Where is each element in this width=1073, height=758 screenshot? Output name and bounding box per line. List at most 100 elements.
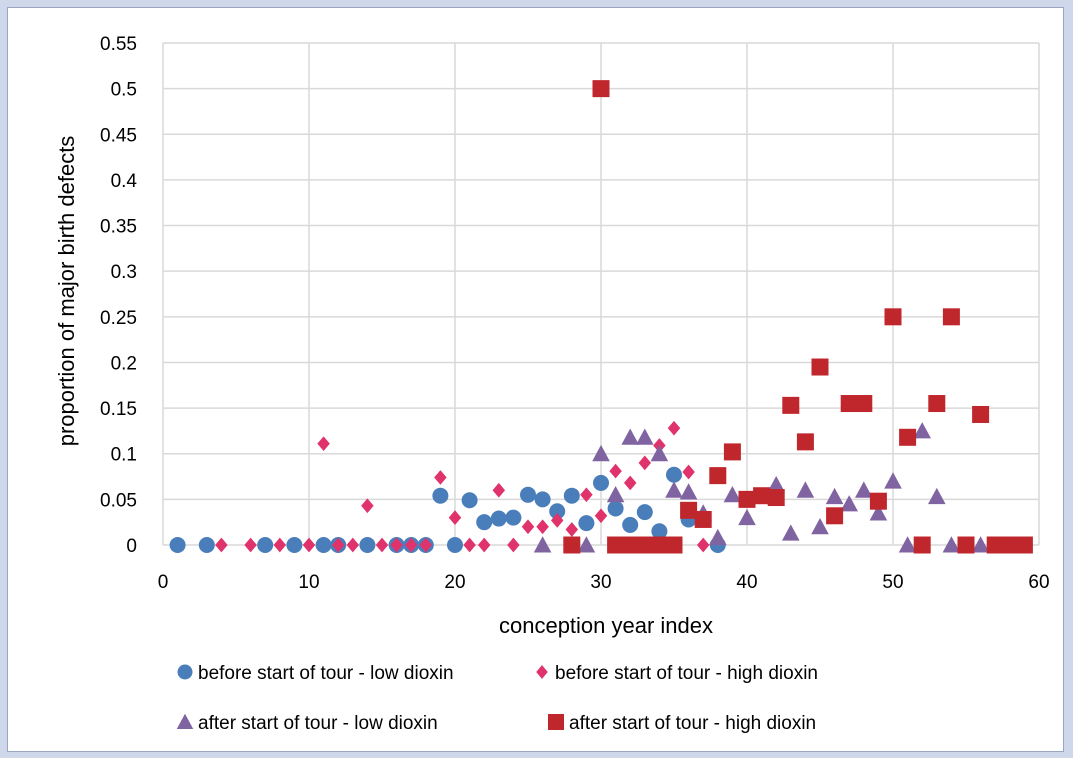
data-point-series-1 bbox=[476, 514, 493, 531]
data-point-series-4 bbox=[650, 536, 668, 554]
data-point-series-2 bbox=[273, 537, 287, 553]
data-point-series-3 bbox=[971, 536, 990, 553]
data-point-series-1 bbox=[666, 466, 682, 483]
data-point-series-2 bbox=[302, 537, 316, 553]
data-point-series-1 bbox=[286, 537, 303, 553]
x-tick-label: 0 bbox=[158, 572, 169, 593]
x-tick-label: 60 bbox=[1028, 572, 1049, 593]
y-tick-label: 0.5 bbox=[111, 80, 137, 101]
y-tick-label: 0.05 bbox=[100, 490, 137, 511]
data-point-series-2 bbox=[565, 522, 579, 537]
legend-label-4: after start of tour - high dioxin bbox=[569, 713, 816, 734]
data-point-series-4 bbox=[942, 308, 960, 326]
data-point-series-4 bbox=[986, 536, 1004, 554]
data-point-series-1 bbox=[651, 523, 668, 540]
x-tick-labels: 0 10 20 30 40 50 60 bbox=[158, 572, 1050, 593]
data-point-series-3 bbox=[723, 486, 742, 503]
data-point-series-2 bbox=[682, 464, 695, 480]
data-point-series-4 bbox=[855, 395, 873, 413]
data-point-series-2 bbox=[390, 537, 403, 553]
legend-label-3: after start of tour - low dioxin bbox=[198, 713, 438, 734]
data-point-series-4 bbox=[796, 433, 814, 451]
data-point-series-4 bbox=[811, 358, 829, 376]
data-point-series-1 bbox=[198, 537, 215, 553]
data-point-series-1 bbox=[636, 504, 653, 521]
data-point-series-3 bbox=[679, 483, 698, 500]
data-point-series-1 bbox=[169, 537, 186, 553]
data-point-series-4 bbox=[826, 507, 844, 525]
data-point-series-2 bbox=[244, 537, 257, 553]
legend-marker-4 bbox=[548, 714, 564, 730]
data-point-series-2 bbox=[375, 537, 389, 553]
y-tick-label: 0.45 bbox=[100, 125, 137, 146]
x-axis-title: conception year index bbox=[499, 613, 713, 638]
data-point-series-3 bbox=[898, 536, 917, 553]
y-tick-label: 0.35 bbox=[100, 217, 137, 238]
data-point-series-2 bbox=[550, 513, 564, 528]
data-point-series-3 bbox=[533, 536, 552, 553]
data-point-series-1 bbox=[461, 492, 478, 509]
data-point-series-2 bbox=[404, 537, 418, 553]
data-point-series-2 bbox=[331, 537, 345, 553]
data-point-series-3 bbox=[825, 487, 844, 505]
data-point-series-4 bbox=[621, 536, 639, 554]
data-point-series-3 bbox=[913, 422, 931, 439]
data-point-series-4 bbox=[869, 492, 887, 510]
data-point-series-2 bbox=[638, 455, 652, 471]
data-point-series-1 bbox=[578, 515, 595, 532]
data-point-series-4 bbox=[738, 490, 756, 508]
data-point-series-2 bbox=[609, 463, 622, 479]
data-point-series-2 bbox=[463, 537, 476, 553]
gridlines bbox=[162, 42, 1040, 546]
x-tick-label: 10 bbox=[298, 572, 319, 593]
data-point-series-2 bbox=[215, 537, 228, 553]
data-point-series-2 bbox=[492, 482, 506, 498]
data-point-series-3 bbox=[884, 472, 902, 489]
data-point-series-1 bbox=[315, 537, 332, 553]
data-point-series-1 bbox=[359, 537, 376, 553]
data-point-series-3 bbox=[621, 428, 639, 445]
data-point-series-1 bbox=[432, 487, 449, 504]
data-point-series-2 bbox=[361, 498, 374, 514]
data-point-series-4 bbox=[1001, 536, 1019, 554]
data-point-series-1 bbox=[257, 537, 274, 553]
data-point-series-2 bbox=[346, 537, 360, 553]
data-point-series-4 bbox=[767, 489, 785, 507]
data-point-series-1 bbox=[607, 500, 624, 517]
data-point-series-4 bbox=[694, 510, 712, 528]
y-tick-label: 0.2 bbox=[111, 353, 137, 374]
data-point-series-4 bbox=[753, 487, 771, 505]
legend-marker-2 bbox=[536, 665, 548, 679]
data-point-series-3 bbox=[782, 524, 800, 541]
data-point-series-3 bbox=[577, 536, 596, 553]
data-point-series-1 bbox=[447, 537, 463, 553]
data-point-series-4 bbox=[840, 395, 858, 413]
data-point-series-1 bbox=[563, 487, 580, 504]
data-point-series-1 bbox=[490, 510, 507, 527]
data-point-series-3 bbox=[606, 486, 625, 503]
data-point-series-2 bbox=[696, 537, 710, 553]
data-point-series-4 bbox=[665, 536, 683, 554]
data-point-series-3 bbox=[811, 517, 829, 535]
data-point-series-3 bbox=[928, 487, 946, 505]
y-tick-label: 0.15 bbox=[100, 399, 137, 420]
data-point-series-3 bbox=[738, 508, 756, 526]
data-point-series-4 bbox=[782, 396, 800, 414]
data-point-series-3 bbox=[796, 481, 815, 498]
data-point-series-2 bbox=[507, 537, 520, 553]
x-tick-label: 20 bbox=[444, 572, 465, 593]
data-point-series-2 bbox=[419, 537, 433, 553]
legend-label-2: before start of tour - high dioxin bbox=[555, 663, 818, 684]
data-point-series-1 bbox=[549, 503, 566, 520]
data-point-series-4 bbox=[913, 536, 931, 554]
data-point-series-4 bbox=[884, 308, 902, 326]
data-point-series-3 bbox=[840, 495, 858, 512]
x-tick-label: 50 bbox=[882, 572, 903, 593]
data-point-series-2 bbox=[434, 470, 447, 485]
data-point-series-4 bbox=[972, 405, 990, 423]
data-point-series-4 bbox=[563, 536, 581, 554]
data-point-series-4 bbox=[899, 428, 917, 446]
data-point-series-4 bbox=[680, 501, 698, 519]
y-tick-label: 0.3 bbox=[111, 262, 137, 283]
data-point-series-3 bbox=[767, 475, 785, 493]
